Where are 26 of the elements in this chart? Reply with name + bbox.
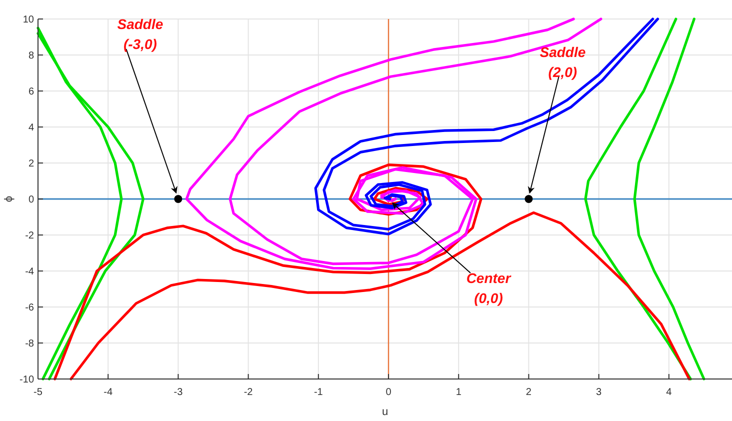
y-tick-label: -2: [25, 230, 34, 242]
x-tick-label: -1: [314, 387, 324, 398]
x-tick-label: -3: [174, 387, 184, 398]
x-tick-label: -5: [34, 387, 43, 398]
y-tick-label: -6: [25, 302, 34, 314]
x-tick-label: 3: [596, 387, 602, 398]
x-tick-label: -2: [244, 387, 254, 398]
x-tick-label: 4: [666, 387, 672, 398]
x-tick-label: 0: [386, 387, 392, 398]
x-axis-title: u: [382, 406, 388, 418]
annotation: Saddle (-3,0): [117, 16, 164, 52]
y-tick-label: 10: [22, 14, 34, 26]
y-axis-title: ϕ: [3, 196, 15, 202]
annotation: Center (0,0): [466, 270, 512, 306]
annotation: Saddle (2,0): [540, 44, 586, 80]
y-tick-label: 4: [28, 122, 34, 134]
x-tick-label: 2: [526, 387, 532, 398]
y-tick-label: 0: [28, 194, 34, 206]
y-tick-label: 2: [28, 158, 34, 170]
y-tick-label: -8: [25, 338, 34, 350]
y-tick-label: -4: [25, 266, 34, 278]
x-tick-label: -4: [104, 387, 113, 398]
y-tick-label: 8: [28, 50, 34, 62]
y-tick-label: -10: [20, 374, 34, 386]
y-tick-label: 6: [28, 86, 34, 98]
x-tick-label: 1: [456, 387, 462, 398]
